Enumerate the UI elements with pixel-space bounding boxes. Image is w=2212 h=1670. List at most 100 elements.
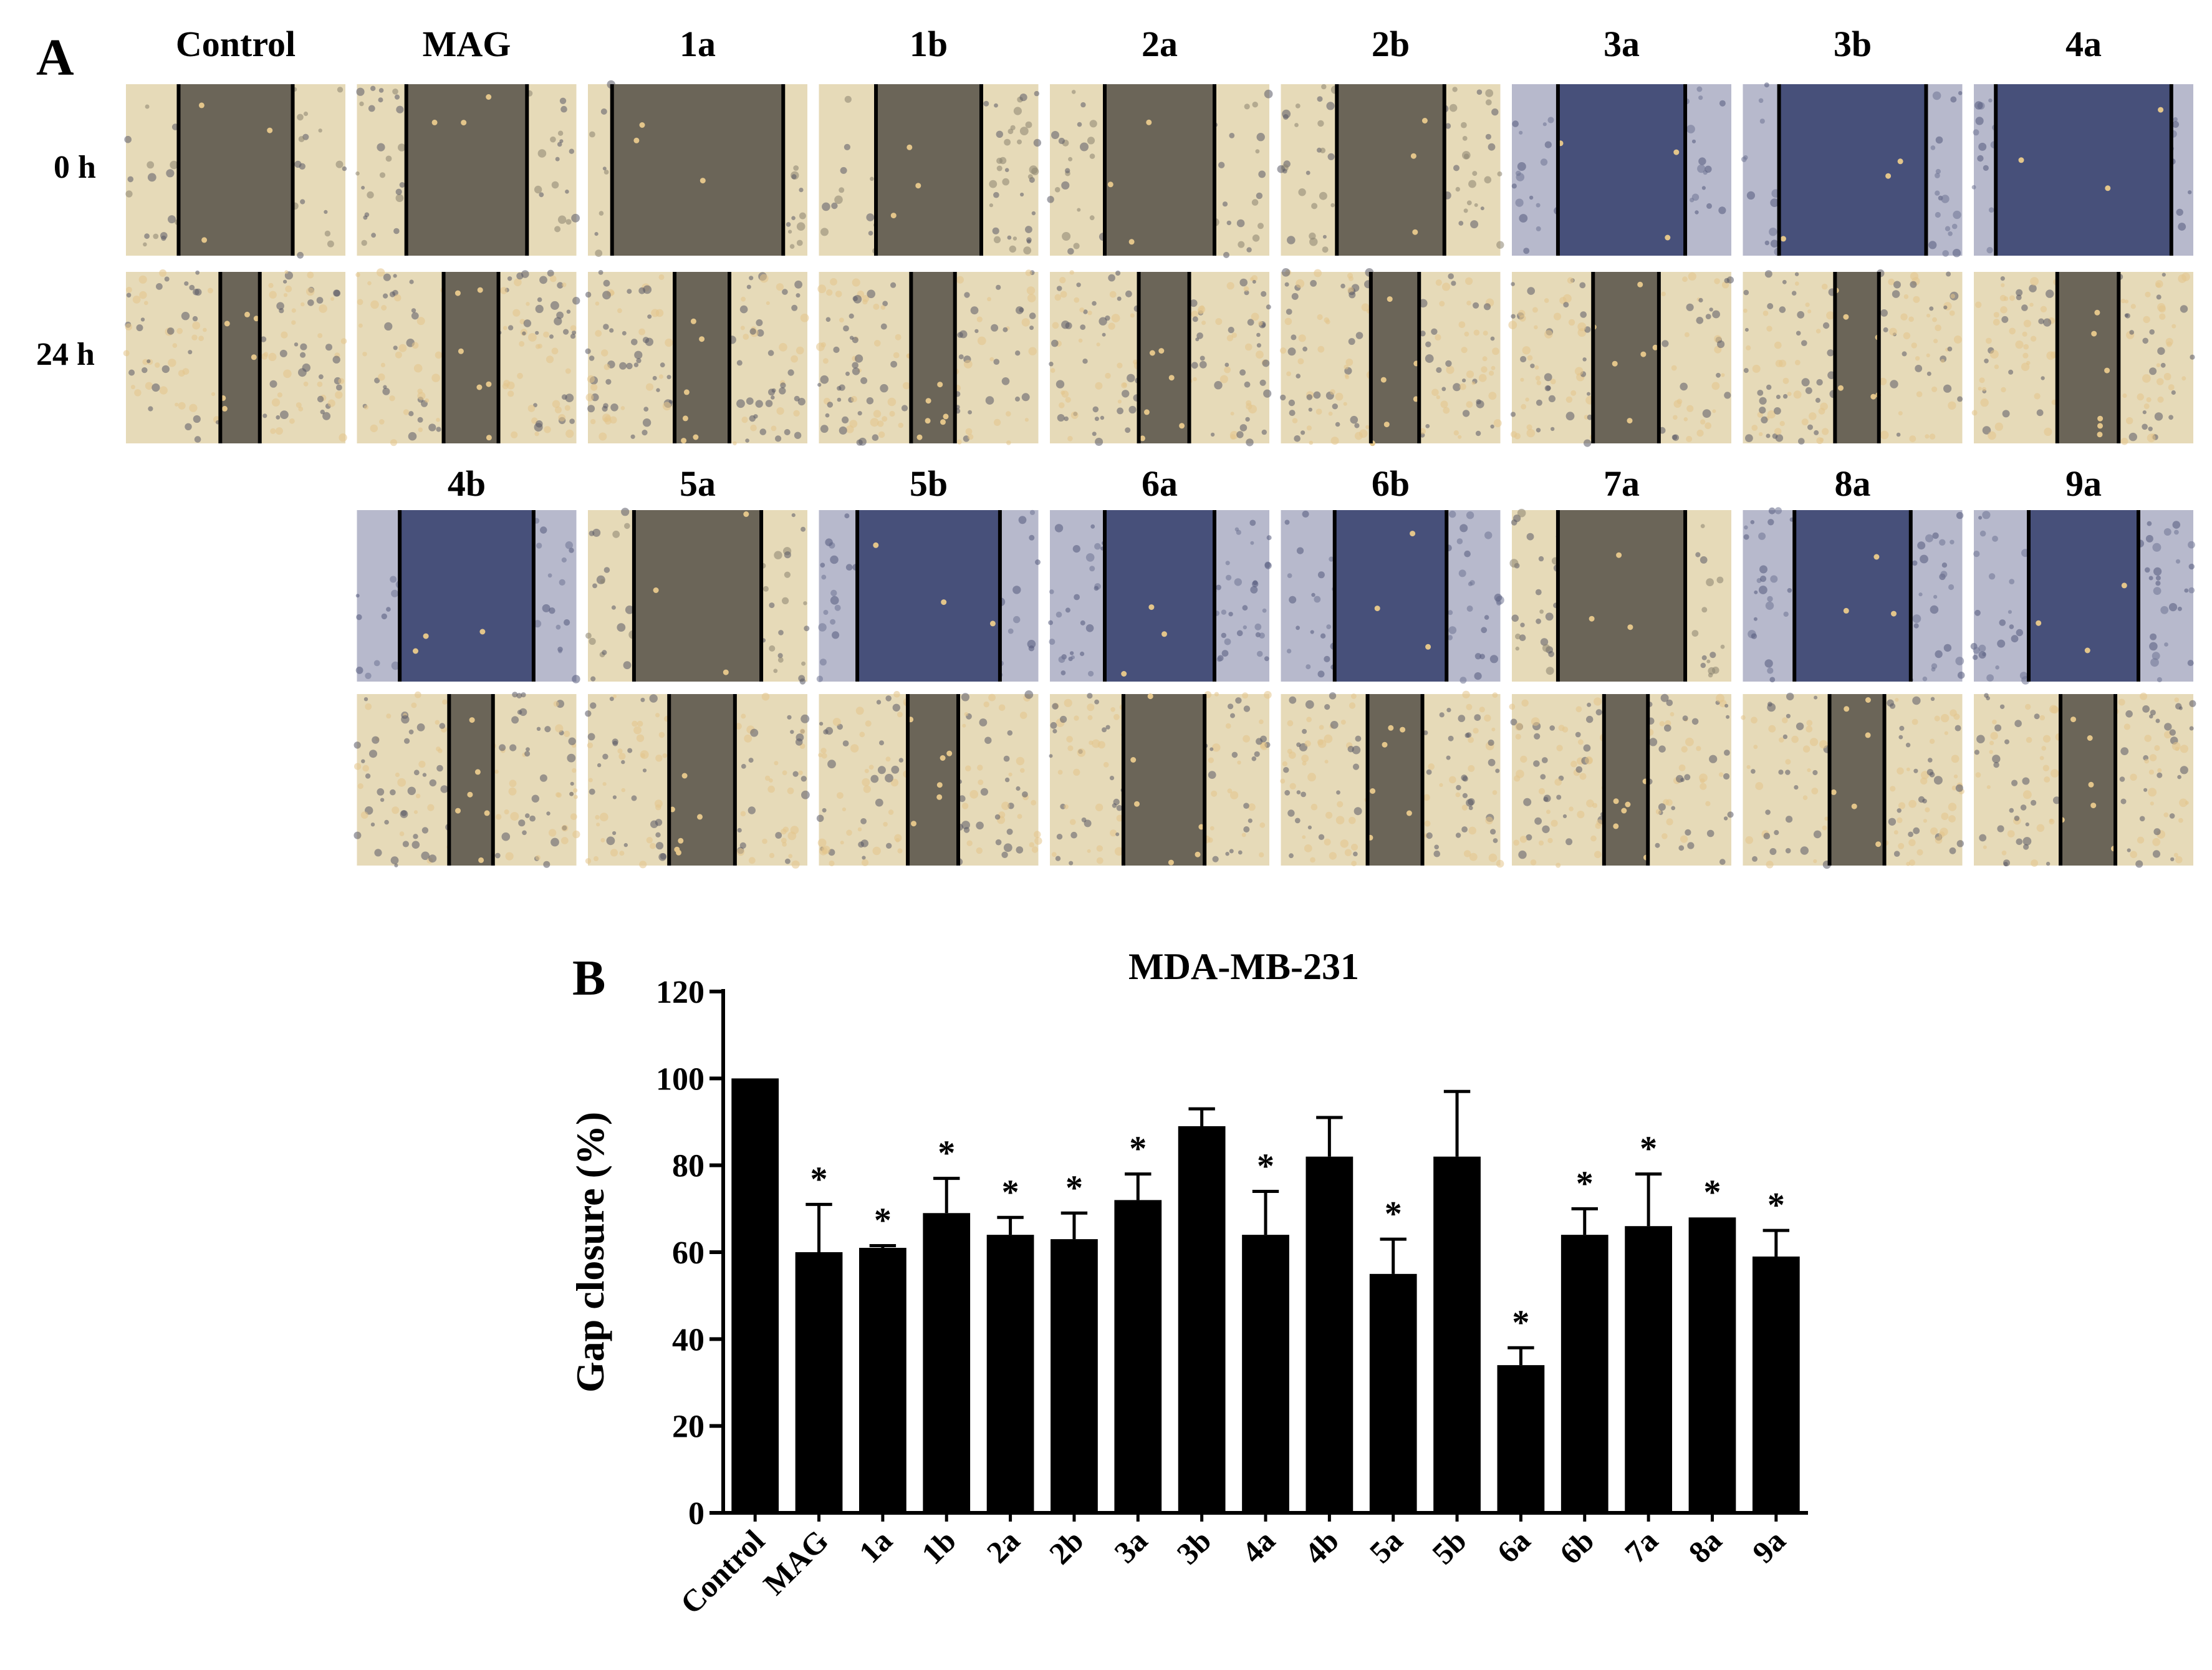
micrograph-9a-0h (1970, 510, 2195, 685)
panel-a-label: A (36, 29, 74, 87)
significance-6a: * (1512, 1303, 1529, 1342)
x-tick-label-5a: 5a (1363, 1523, 1410, 1570)
group-label-5b: 5b (910, 463, 948, 504)
micrograph-3b-0h (1741, 82, 1963, 258)
micrograph-4b-0h (355, 510, 580, 683)
bar-5b (1433, 1156, 1481, 1513)
row-label-0h: 0 h (54, 150, 96, 185)
micrograph-7a-0h (1509, 508, 1731, 682)
significance-4a: * (1257, 1147, 1274, 1185)
significance-3a: * (1129, 1130, 1147, 1169)
bar-control (731, 1078, 779, 1513)
y-tick-label-20: 20 (672, 1409, 704, 1445)
significance-5a: * (1385, 1195, 1402, 1233)
significance-9a: * (1767, 1186, 1785, 1225)
bar-6b (1560, 1235, 1609, 1513)
micrograph-2a-0h (1047, 84, 1273, 258)
x-tick-label-3b: 3b (1170, 1523, 1218, 1571)
micrograph-mag-24h (355, 268, 580, 446)
significance-6b: * (1576, 1164, 1594, 1203)
x-tick-label-9a: 9a (1746, 1523, 1792, 1570)
micrograph-1a-0h (588, 80, 807, 257)
bar-7a (1625, 1226, 1672, 1513)
y-tick-label-60: 60 (672, 1235, 704, 1271)
significance-7a: * (1640, 1130, 1657, 1169)
bar-4a (1242, 1235, 1289, 1513)
micrograph-5a-24h (585, 692, 810, 869)
bar-5a (1369, 1273, 1417, 1513)
micrograph-4a-0h (1971, 84, 2193, 256)
x-tick-label-1b: 1b (915, 1523, 963, 1571)
micrograph-4b-24h (353, 691, 580, 868)
chart-title: MDA-MB-231 (1128, 946, 1359, 987)
bar-3a (1114, 1200, 1162, 1513)
y-tick-label-100: 100 (656, 1061, 704, 1097)
micrograph-7a-24h (1509, 693, 1734, 868)
micrograph-5a-0h (585, 508, 810, 685)
micrograph-5b-24h (816, 690, 1042, 867)
micrograph-2b-0h (1277, 84, 1504, 256)
group-label-6a: 6a (1142, 463, 1178, 504)
micrograph-6b-0h (1281, 510, 1504, 684)
x-tick-label-5b: 5b (1425, 1523, 1473, 1571)
bar-8a (1688, 1217, 1736, 1513)
significance-1b: * (938, 1134, 955, 1173)
bar-2b (1051, 1239, 1098, 1513)
x-tick-label-1a: 1a (852, 1523, 899, 1570)
bar-9a (1752, 1256, 1800, 1513)
micrograph-3a-0h (1511, 84, 1731, 256)
x-tick-label-4b: 4b (1297, 1523, 1345, 1571)
x-tick-label-2a: 2a (979, 1523, 1026, 1570)
group-label-8a: 8a (1835, 463, 1871, 504)
significance-mag: * (810, 1160, 828, 1199)
group-label-2b: 2b (1372, 24, 1410, 64)
micrograph-3b-24h (1743, 269, 1963, 445)
micrograph-9a-24h (1974, 692, 2196, 868)
panel-b-label: B (572, 951, 605, 1006)
micrograph-8a-24h (1741, 692, 1964, 869)
group-label-4b: 4b (448, 463, 486, 504)
bar-2a (986, 1235, 1034, 1513)
micrograph-1b-0h (819, 84, 1042, 256)
micrograph-1b-24h (816, 269, 1039, 446)
micrograph-8a-0h (1743, 507, 1965, 683)
micrograph-6b-24h (1280, 690, 1504, 868)
panel-a-micrographs: A 0 h 24 h Control MAG 1a 1b 2a 2b 3a 3b 4a 4b 5a 5b 6a… (36, 24, 2196, 869)
bar-mag (795, 1252, 843, 1513)
bar-3b (1178, 1126, 1226, 1513)
x-tick-label-control: Control (673, 1523, 771, 1621)
micrograph-mag-0h (355, 84, 580, 256)
group-label-5a: 5a (680, 463, 716, 504)
group-label-1a: 1a (680, 24, 716, 64)
micrograph-1a-24h (585, 270, 809, 446)
y-tick-label-120: 120 (656, 975, 704, 1010)
group-label-3b: 3b (1834, 24, 1872, 64)
x-tick-label-6b: 6b (1553, 1523, 1601, 1571)
significance-1a: * (874, 1202, 892, 1240)
group-label-9a: 9a (2065, 463, 2102, 504)
row-label-24h: 24 h (36, 337, 95, 372)
x-tick-label-2b: 2b (1042, 1523, 1090, 1571)
micrograph-3a-24h (1508, 272, 1734, 447)
y-tick-label-40: 40 (672, 1322, 704, 1358)
group-label-control: Control (176, 24, 296, 64)
y-tick-label-80: 80 (672, 1149, 704, 1184)
significance-2b: * (1065, 1169, 1083, 1207)
x-tick-label-mag: MAG (756, 1523, 835, 1601)
micrograph-5b-0h (816, 509, 1041, 682)
bar-6a (1497, 1365, 1545, 1513)
micrograph-2b-24h (1279, 268, 1502, 446)
x-tick-label-7a: 7a (1618, 1523, 1665, 1570)
x-tick-label-3a: 3a (1107, 1523, 1154, 1570)
group-label-mag: MAG (423, 24, 511, 64)
x-tick-label-6a: 6a (1490, 1523, 1537, 1570)
group-label-6b: 6b (1372, 463, 1410, 504)
group-label-7a: 7a (1604, 463, 1640, 504)
x-tick-label-8a: 8a (1681, 1523, 1728, 1570)
micrograph-control-24h (123, 269, 347, 443)
bar-4b (1306, 1156, 1354, 1513)
y-tick-label-0: 0 (688, 1496, 704, 1532)
significance-2a: * (1002, 1173, 1019, 1212)
micrograph-6a-0h (1048, 510, 1272, 682)
